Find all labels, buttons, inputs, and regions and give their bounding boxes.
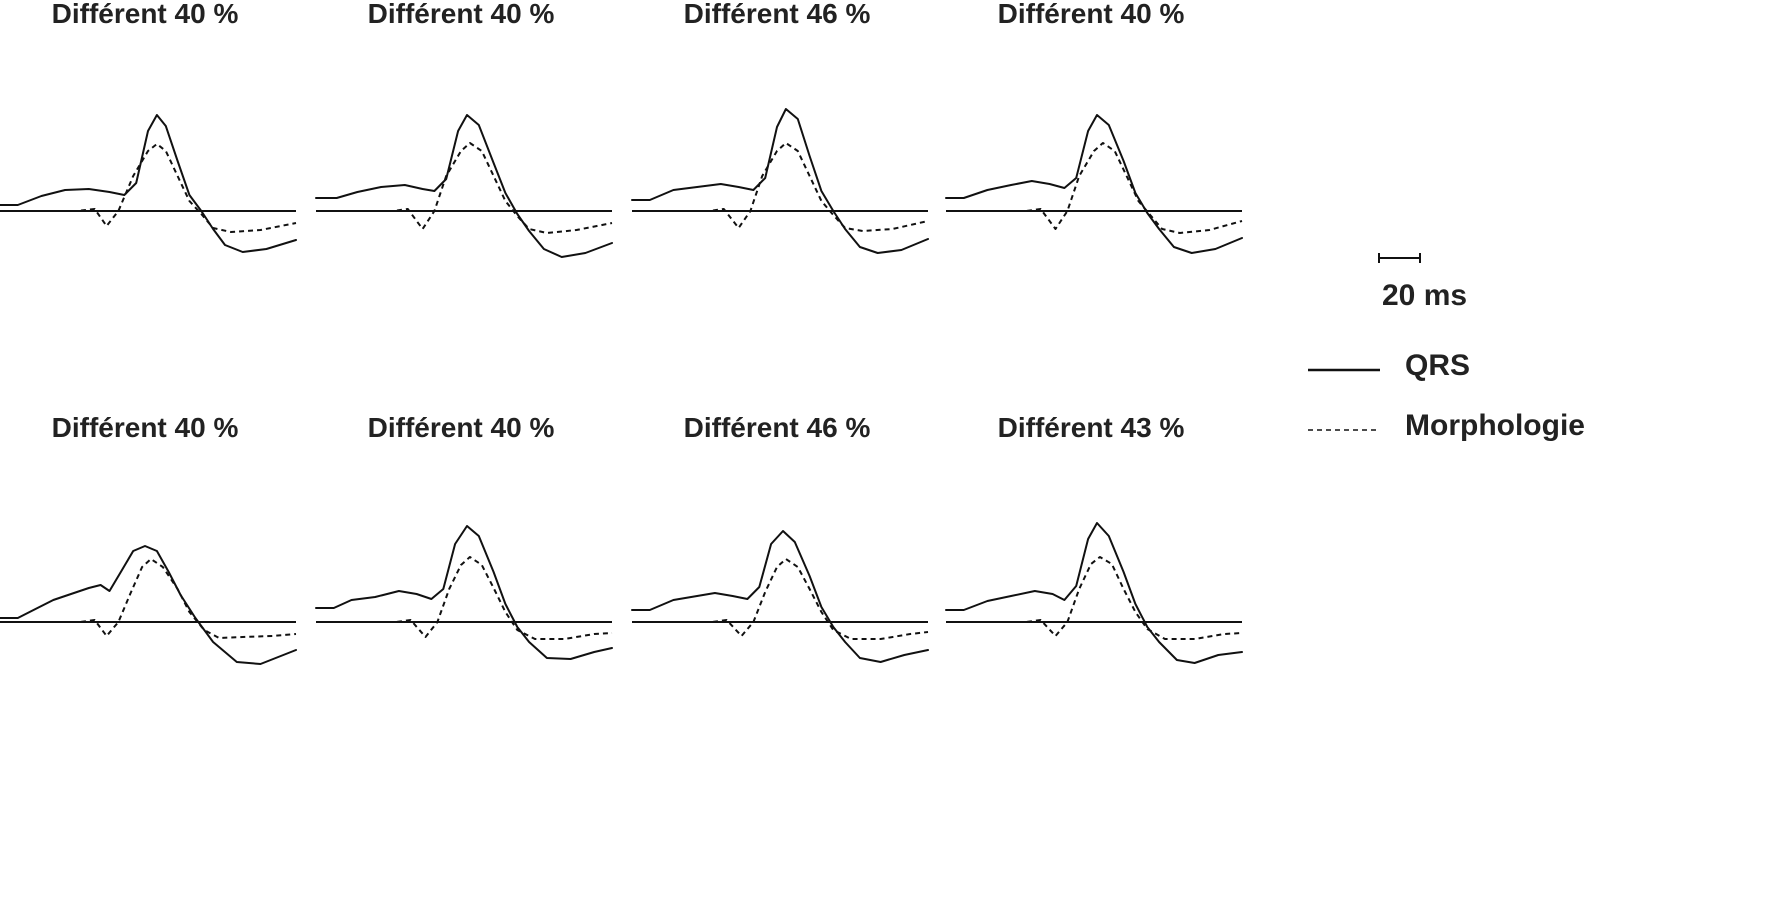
qrs-trace bbox=[945, 522, 1243, 664]
scale-bar-label: 20 ms bbox=[1382, 279, 1467, 312]
ecg-panel: Différent 40 % bbox=[0, 0, 297, 253]
ecg-panel: Différent 40 % bbox=[945, 0, 1243, 254]
panel-title: Différent 40 % bbox=[998, 0, 1185, 29]
legend-items: QRS Morphologie bbox=[1308, 349, 1585, 442]
morphology-trace bbox=[632, 142, 929, 232]
ecg-panel: Différent 40 % bbox=[315, 0, 613, 258]
qrs-trace bbox=[315, 525, 613, 660]
panel-title: Différent 43 % bbox=[998, 412, 1185, 443]
morphology-trace bbox=[0, 143, 297, 233]
legend-label-morphology: Morphologie bbox=[1405, 409, 1585, 442]
morphology-trace bbox=[316, 556, 613, 640]
morphology-trace bbox=[632, 558, 929, 640]
ecg-panel: Différent 40 % bbox=[0, 412, 297, 665]
panel-title: Différent 46 % bbox=[684, 0, 871, 29]
ecg-panel: Différent 46 % bbox=[631, 0, 929, 254]
panel-title: Différent 40 % bbox=[368, 0, 555, 29]
panel-title: Différent 40 % bbox=[52, 0, 239, 29]
qrs-trace bbox=[0, 545, 297, 665]
legend: 20 ms QRS Morphologie bbox=[1308, 253, 1585, 442]
morphology-trace bbox=[946, 142, 1243, 234]
qrs-trace bbox=[631, 530, 929, 663]
panel-title: Différent 40 % bbox=[52, 412, 239, 443]
qrs-trace bbox=[0, 114, 297, 253]
ecg-panel: Différent 43 % bbox=[945, 412, 1243, 664]
qrs-trace bbox=[631, 108, 929, 254]
panel-title: Différent 40 % bbox=[368, 412, 555, 443]
ecg-panel: Différent 40 % bbox=[315, 412, 613, 660]
ecg-panel: Différent 46 % bbox=[631, 412, 929, 663]
ecg-panels: Différent 40 % Différent 40 % Différent 46… bbox=[0, 0, 1243, 665]
qrs-trace bbox=[315, 114, 613, 258]
legend-label-qrs: QRS bbox=[1405, 349, 1470, 382]
qrs-trace bbox=[945, 114, 1243, 254]
panel-title: Différent 46 % bbox=[684, 412, 871, 443]
